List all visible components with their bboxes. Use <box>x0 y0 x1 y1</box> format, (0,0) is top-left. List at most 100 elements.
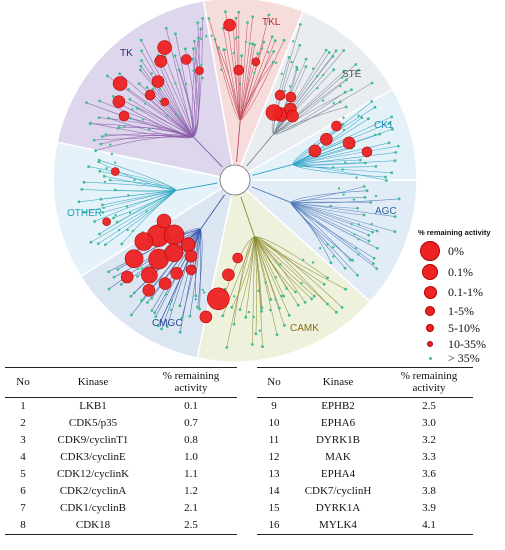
branch <box>233 236 255 325</box>
sector-ste <box>233 10 394 182</box>
branch <box>251 186 291 203</box>
kinase-dot-inactive <box>82 210 86 214</box>
kinase-dot-inactive <box>87 165 90 169</box>
kinase-dot-inactive <box>129 294 133 298</box>
kinase-dot-inactive <box>326 302 329 306</box>
cell-no: 13 <box>268 468 280 480</box>
cell-kinase: CDK1/cyclinB <box>60 502 126 514</box>
table-row: 3 CDK9/cyclinT1 0.8 <box>5 432 237 449</box>
kinase-dot-hit <box>111 167 120 176</box>
kinase-dot-inactive <box>220 68 223 71</box>
kinase-dot-inactive <box>363 196 367 199</box>
branch <box>236 120 241 163</box>
cell-activity: 2.5 <box>422 400 436 412</box>
branch <box>254 236 272 300</box>
kinase-dot-hit <box>142 283 156 297</box>
kinase-dot-inactive <box>201 288 204 292</box>
kinase-dot-inactive <box>279 263 282 266</box>
kinase-dot-inactive <box>146 301 149 304</box>
branch <box>100 190 176 200</box>
kinase-dot-hit <box>120 270 134 284</box>
kinase-dot-inactive <box>120 242 124 246</box>
kinase-dot-inactive <box>123 124 126 128</box>
branch <box>273 91 346 135</box>
kinase-dot-inactive <box>129 116 132 120</box>
kinase-dot-inactive <box>274 298 277 301</box>
kinase-dot-inactive <box>342 49 346 52</box>
branch <box>254 236 346 290</box>
kinase-dot-inactive <box>280 294 283 298</box>
kinase-dot-hit <box>233 64 245 76</box>
branch <box>254 236 312 300</box>
branch <box>175 182 218 191</box>
kinase-dot-inactive <box>350 88 353 91</box>
kinase-dot-inactive <box>285 287 289 290</box>
kinase-dot-inactive <box>174 113 178 117</box>
kinase-dot-inactive <box>272 50 276 53</box>
cell-no: 16 <box>257 517 291 535</box>
kinase-dot-inactive <box>117 228 121 232</box>
kinase-dot-hit <box>320 133 333 146</box>
kinase-dot-inactive <box>282 38 286 42</box>
branch <box>254 236 290 316</box>
kinase-dot-hit <box>158 277 172 290</box>
kinase-dot-inactive <box>311 261 315 264</box>
kinase-dot-inactive <box>343 266 347 270</box>
kinase-dot-inactive <box>158 88 162 91</box>
kinase-dot-inactive <box>354 246 358 250</box>
kinase-dot-inactive <box>160 327 163 331</box>
kinase-dot-inactive <box>101 211 104 214</box>
kinase-dot-inactive <box>374 133 377 136</box>
cell-activity: 2.5 <box>145 517 237 535</box>
header-activity-line1: % remaining <box>162 370 220 382</box>
kinase-dot-inactive <box>356 273 359 277</box>
kinase-dot-inactive <box>101 203 104 207</box>
group-label-agc: AGC <box>375 206 397 217</box>
branch <box>197 229 203 308</box>
kinase-dot-inactive <box>97 116 101 119</box>
header-activity-line1: % remaining <box>400 370 458 382</box>
cell-kinase: DYRK1A <box>315 502 361 514</box>
kinase-dot-inactive <box>196 305 200 309</box>
kinase-dot-inactive <box>372 262 375 265</box>
kinase-dot-inactive <box>332 245 335 249</box>
kinase-dot-inactive <box>331 55 335 58</box>
kinase-dot-inactive <box>191 57 195 61</box>
kinase-dot-inactive <box>390 171 394 175</box>
kinase-dot-inactive <box>191 47 195 51</box>
tree-center-hole <box>219 164 251 196</box>
cell-kinase: CDK5/p35 <box>68 417 118 429</box>
legend-item: 1-5% <box>418 302 504 320</box>
kinase-dot-inactive <box>311 67 315 70</box>
kinase-dot-inactive <box>151 87 155 91</box>
kinase-dot-inactive <box>156 324 160 328</box>
kinase-dot-inactive <box>140 49 143 53</box>
branch <box>99 190 177 235</box>
kinase-dot-hit <box>185 264 197 276</box>
kinase-dot-inactive <box>375 246 379 250</box>
kinase-dot-inactive <box>135 106 139 110</box>
kinase-dot-inactive <box>103 180 107 184</box>
kinase-dot-inactive <box>104 243 107 247</box>
kinase-dot-hit <box>251 57 261 67</box>
table-row: 2 CDK5/p35 0.7 <box>5 415 237 432</box>
kinase-dot-inactive <box>80 188 84 191</box>
kinase-dot-inactive <box>165 325 169 328</box>
kinase-dot-inactive <box>294 290 297 294</box>
kinase-dot-hit <box>331 120 342 132</box>
kinase-dot-inactive <box>296 303 300 307</box>
kinase-dot-inactive <box>125 205 129 208</box>
branch <box>290 198 400 204</box>
kinase-dot-inactive <box>387 141 391 145</box>
kinase-dot-inactive <box>82 180 86 184</box>
kinase-dot-inactive <box>224 10 227 14</box>
kinase-dot-inactive <box>217 46 221 50</box>
legend-dot <box>422 264 438 280</box>
kinase-dot-inactive <box>230 305 234 309</box>
kinase-dot-hit <box>195 66 204 75</box>
kinase-dot-inactive <box>107 287 111 291</box>
kinase-dot-inactive <box>295 68 299 71</box>
kinase-dot-inactive <box>339 85 342 88</box>
kinase-dot-inactive <box>270 35 274 39</box>
kinase-dot-inactive <box>244 40 248 44</box>
